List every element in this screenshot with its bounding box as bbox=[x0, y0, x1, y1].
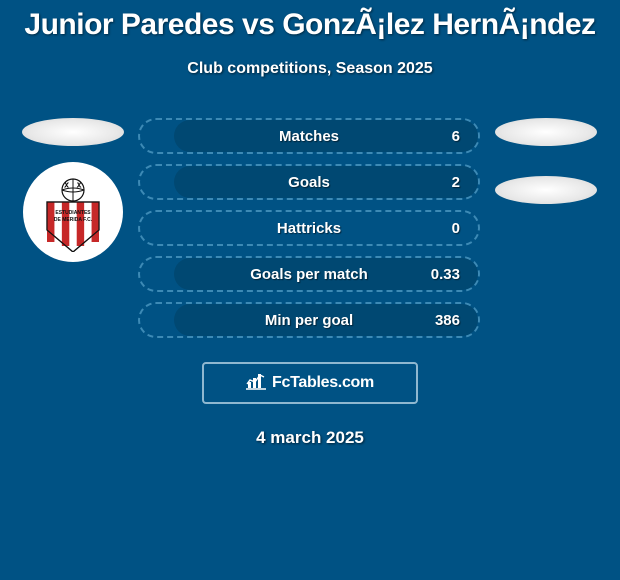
svg-text:DE MERIDA F.C.: DE MERIDA F.C. bbox=[54, 217, 93, 223]
comparison-area: ESTUDIANTES DE MERIDA F.C. Matches 6 Goals… bbox=[0, 118, 620, 338]
stat-label: Hattricks bbox=[277, 220, 341, 237]
stat-bar: Hattricks 0 bbox=[138, 210, 480, 246]
left-player-col: ESTUDIANTES DE MERIDA F.C. bbox=[18, 118, 128, 262]
stat-value: 386 bbox=[435, 312, 460, 329]
left-club-badge: ESTUDIANTES DE MERIDA F.C. bbox=[23, 162, 123, 262]
club-crest-icon: ESTUDIANTES DE MERIDA F.C. bbox=[33, 172, 113, 252]
brand-text: FcTables.com bbox=[272, 374, 374, 392]
stat-bar: Goals per match 0.33 bbox=[138, 256, 480, 292]
stats-column: Matches 6 Goals 2 Hattricks 0 Goals per match 0… bbox=[138, 118, 480, 338]
left-player-placeholder bbox=[22, 118, 124, 146]
right-player-col bbox=[490, 118, 602, 204]
stat-label: Min per goal bbox=[265, 312, 353, 329]
stat-label: Matches bbox=[279, 128, 339, 145]
subtitle: Club competitions, Season 2025 bbox=[0, 60, 620, 78]
stat-label: Goals bbox=[288, 174, 330, 191]
stat-value: 0 bbox=[452, 220, 460, 237]
svg-text:ESTUDIANTES: ESTUDIANTES bbox=[55, 210, 91, 216]
stat-value: 2 bbox=[452, 174, 460, 191]
stat-bar: Min per goal 386 bbox=[138, 302, 480, 338]
brand-box[interactable]: FcTables.com bbox=[202, 362, 418, 404]
stat-label: Goals per match bbox=[250, 266, 368, 283]
chart-icon bbox=[246, 372, 266, 395]
page-title: Junior Paredes vs GonzÃ¡lez HernÃ¡ndez bbox=[0, 0, 620, 42]
right-player-placeholder bbox=[495, 118, 597, 146]
stat-bar: Matches 6 bbox=[138, 118, 480, 154]
stat-bar: Goals 2 bbox=[138, 164, 480, 200]
right-club-placeholder bbox=[495, 176, 597, 204]
generation-date: 4 march 2025 bbox=[0, 428, 620, 448]
stat-value: 6 bbox=[452, 128, 460, 145]
stat-value: 0.33 bbox=[431, 266, 460, 283]
